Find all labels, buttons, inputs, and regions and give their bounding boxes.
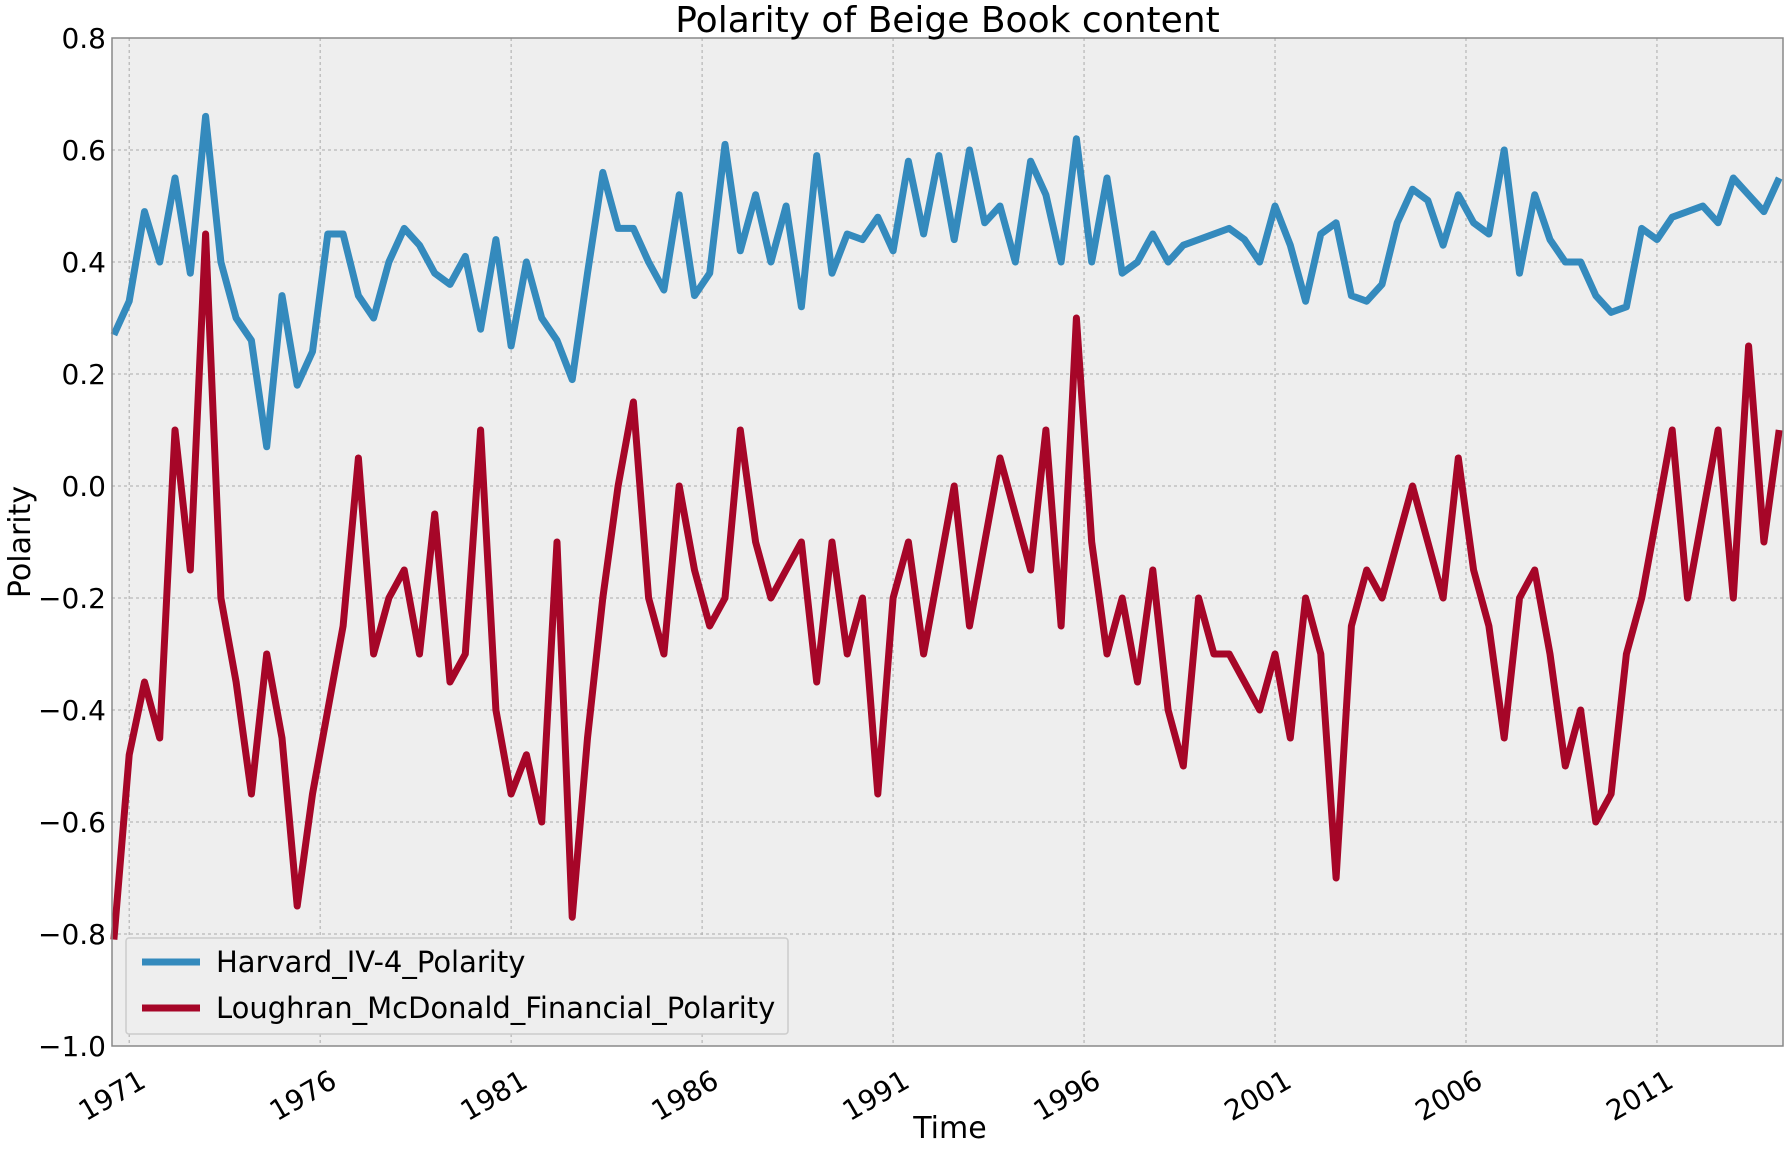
x-tick-label: 1986 xyxy=(646,1063,724,1127)
x-tick-label: 2001 xyxy=(1219,1063,1297,1127)
y-tick-label: 0.6 xyxy=(61,134,106,167)
x-tick-label: 1981 xyxy=(455,1063,533,1127)
legend: Harvard_IV-4_Polarity Loughran_McDonald_F… xyxy=(125,937,789,1035)
x-tick-label: 1991 xyxy=(837,1063,915,1127)
legend-label: Harvard_IV-4_Polarity xyxy=(216,945,525,979)
x-tick-label: 1976 xyxy=(264,1063,342,1127)
x-axis-label: Time xyxy=(912,1111,986,1146)
y-tick-label: −0.8 xyxy=(38,918,106,951)
y-tick-label: 0.2 xyxy=(61,358,106,391)
x-tick-label: 2006 xyxy=(1410,1063,1488,1127)
series-line-1 xyxy=(110,112,1783,451)
x-tick-label: 1996 xyxy=(1028,1063,1106,1127)
y-tick-label: −0.4 xyxy=(38,694,106,727)
y-tick-label: 0.0 xyxy=(61,470,106,503)
y-tick-labels: −1.0 −0.8 −0.6 −0.4 −0.2 0.0 0.2 0.4 0.6 0.8 xyxy=(38,22,106,1063)
y-tick-label: −0.6 xyxy=(38,806,106,839)
y-tick-label: 0.4 xyxy=(61,246,106,279)
legend-box xyxy=(125,937,789,1035)
y-tick-label: −0.2 xyxy=(38,582,106,615)
y-tick-label: −1.0 xyxy=(38,1030,106,1063)
series-lines xyxy=(110,112,1783,940)
x-tick-label: 1971 xyxy=(73,1063,151,1127)
legend-label: Loughran_McDonald_Financial_Polarity xyxy=(216,991,775,1025)
y-axis-label: Polarity xyxy=(3,486,38,598)
chart-title: Polarity of Beige Book content xyxy=(675,0,1219,41)
x-tick-label: 2011 xyxy=(1601,1063,1679,1127)
series-line-2 xyxy=(110,230,1783,940)
x-tick-labels: 1971 1976 1981 1986 1991 1996 2001 2006 2011 xyxy=(73,1063,1679,1127)
plot-frame xyxy=(111,37,1784,1047)
y-tick-label: 0.8 xyxy=(61,22,106,55)
